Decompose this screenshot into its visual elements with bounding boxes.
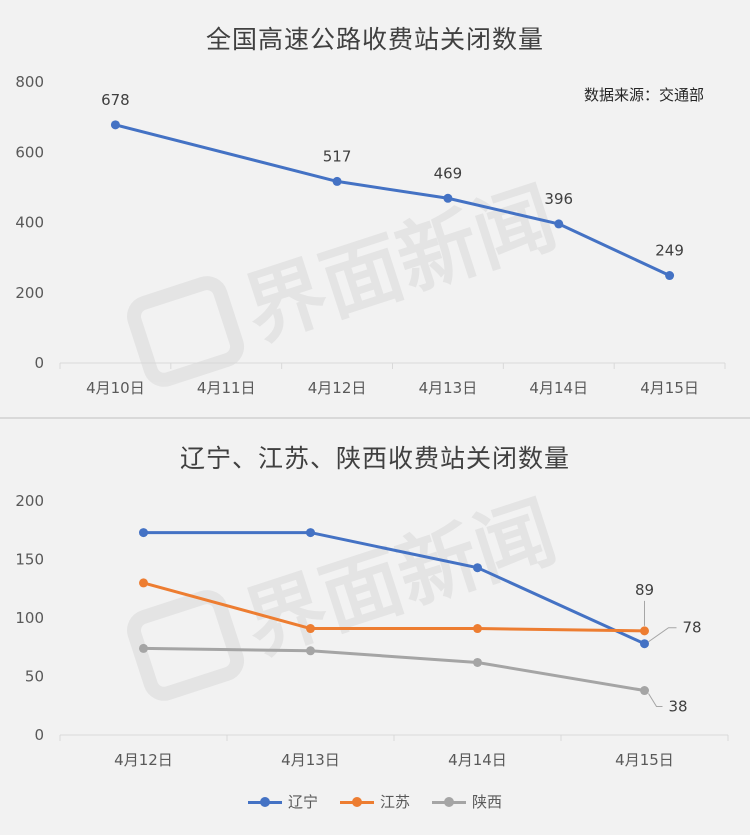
- series-line: [143, 646, 645, 693]
- chart-panel-provinces: 辽宁、江苏、陕西收费站关闭数量 界面新闻 200 150 100 50 0 4月12日 4月1…: [0, 419, 750, 835]
- series-line: [143, 581, 645, 633]
- legend-label: 江苏: [379, 793, 410, 811]
- y-tick-label: 100: [15, 609, 44, 627]
- data-point: [306, 528, 315, 538]
- x-tick-label: 4月11日: [197, 379, 256, 397]
- legend-item: 江苏: [339, 791, 410, 812]
- data-point: [139, 643, 148, 653]
- watermark: 界面新闻: [127, 171, 567, 387]
- data-point: [640, 626, 649, 636]
- data-point: [443, 193, 453, 203]
- y-tick-label: 0: [34, 354, 44, 372]
- data-label: 517: [323, 147, 352, 165]
- legend-label: 陕西: [472, 793, 503, 811]
- watermark: 界面新闻: [127, 485, 567, 701]
- line-chart-national: 界面新闻 800 600 400 200 0 4月10日 4月11日 4月12日 4月13日 4月1…: [15, 73, 726, 397]
- legend-item: 陕西: [432, 791, 502, 812]
- data-point: [139, 578, 148, 588]
- data-point: [139, 528, 148, 538]
- data-point: [332, 176, 342, 186]
- y-tick-label: 600: [15, 143, 44, 161]
- y-tick-label: 800: [15, 73, 44, 91]
- leader-line: [648, 693, 663, 708]
- y-tick-label: 50: [25, 668, 44, 686]
- data-point: [473, 563, 482, 573]
- watermark-logo-icon: [127, 590, 245, 701]
- line-chart-provinces: 界面新闻 200 150 100 50 0 4月12日 4月13日 4月14日 4月15日 78 89…: [15, 485, 729, 769]
- data-label: 678: [101, 91, 130, 109]
- x-tick-label: 4月10日: [86, 379, 145, 397]
- data-point: [110, 120, 120, 130]
- watermark-logo-icon: [127, 276, 245, 387]
- data-point: [473, 624, 482, 634]
- legend-label: 辽宁: [287, 793, 318, 811]
- data-point: [640, 686, 649, 696]
- data-label: 38: [669, 698, 688, 716]
- chart-title: 全国高速公路收费站关闭数量: [205, 25, 544, 54]
- panel-divider: [0, 417, 750, 419]
- data-point: [473, 657, 482, 667]
- x-tick-label: 4月14日: [529, 379, 588, 397]
- data-point: [306, 646, 315, 656]
- data-point: [665, 271, 675, 281]
- x-tick-label: 4月13日: [281, 751, 340, 769]
- watermark-text: 界面新闻: [234, 171, 567, 358]
- series-line: [143, 531, 646, 646]
- y-tick-label: 400: [15, 214, 44, 232]
- legend-line-icon: [432, 796, 466, 808]
- legend-line-icon: [339, 796, 374, 808]
- x-tick-label: 4月15日: [640, 379, 699, 397]
- x-tick-label: 4月12日: [114, 751, 173, 769]
- legend: 辽宁 江苏 陕西: [0, 791, 750, 812]
- y-tick-label: 0: [34, 726, 44, 744]
- data-label: 89: [635, 581, 654, 599]
- data-point: [554, 219, 564, 229]
- chart-title: 辽宁、江苏、陕西收费站关闭数量: [179, 444, 570, 473]
- data-label: 78: [683, 619, 702, 637]
- data-label: 249: [655, 242, 684, 260]
- watermark-text: 界面新闻: [234, 485, 567, 672]
- y-tick-label: 150: [15, 551, 44, 569]
- legend-item: 辽宁: [247, 791, 318, 812]
- data-point: [640, 639, 649, 649]
- chart-panel-national: 全国高速公路收费站关闭数量 数据来源：交通部 界面新闻 800 600 400 200 0…: [15, 25, 726, 397]
- leader-line: [648, 627, 677, 643]
- data-label: 396: [544, 190, 573, 208]
- data-label: 469: [434, 164, 463, 182]
- x-tick-label: 4月13日: [419, 379, 478, 397]
- legend-line-icon: [247, 796, 282, 808]
- data-point: [306, 624, 315, 634]
- source-annotation: 数据来源：交通部: [583, 86, 704, 104]
- y-tick-label: 200: [15, 492, 44, 510]
- x-tick-label: 4月15日: [615, 751, 674, 769]
- x-tick-label: 4月12日: [308, 379, 367, 397]
- x-tick-label: 4月14日: [448, 751, 507, 769]
- y-tick-label: 200: [15, 284, 44, 302]
